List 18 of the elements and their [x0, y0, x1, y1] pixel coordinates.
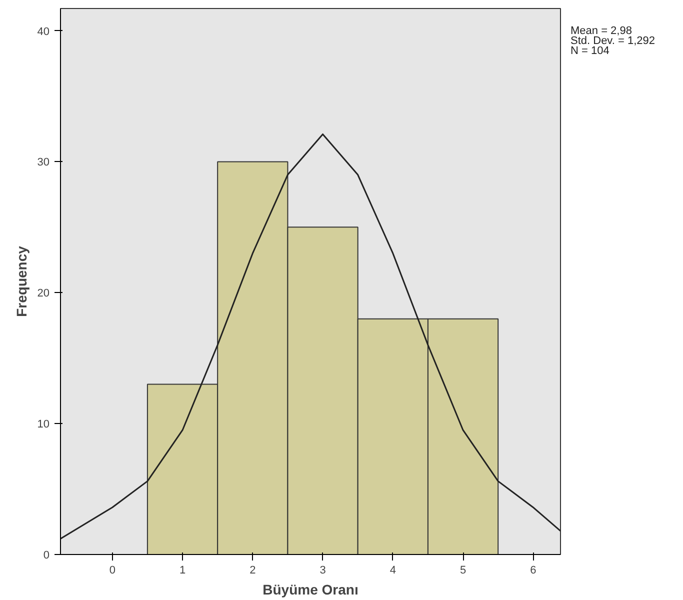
x-tick-label: 1 [179, 564, 186, 576]
text: Std. Dev. = 1,292 [570, 34, 655, 47]
x-tick-label: 6 [530, 564, 536, 576]
x-tick-label: 3 [320, 564, 326, 576]
y-tick-label: 30 [37, 156, 50, 169]
text: Mean = 2,98 [570, 24, 632, 37]
x-tick-label: 2 [250, 564, 256, 576]
y-tick-label: 10 [37, 418, 50, 431]
y-axis-title: Frequency [13, 246, 30, 317]
text: N = 104 [570, 44, 610, 57]
x-tick-label: 5 [460, 564, 466, 576]
x-tick-label: 4 [390, 564, 396, 576]
x-axis-title: Büyüme Oranı [262, 582, 358, 598]
line-series [60, 133, 560, 540]
y-tick-label: 40 [37, 26, 50, 38]
y-tick-label: 0 [43, 550, 50, 562]
y-tick-label: 20 [37, 288, 50, 300]
x-tick-label: 0 [109, 564, 116, 576]
